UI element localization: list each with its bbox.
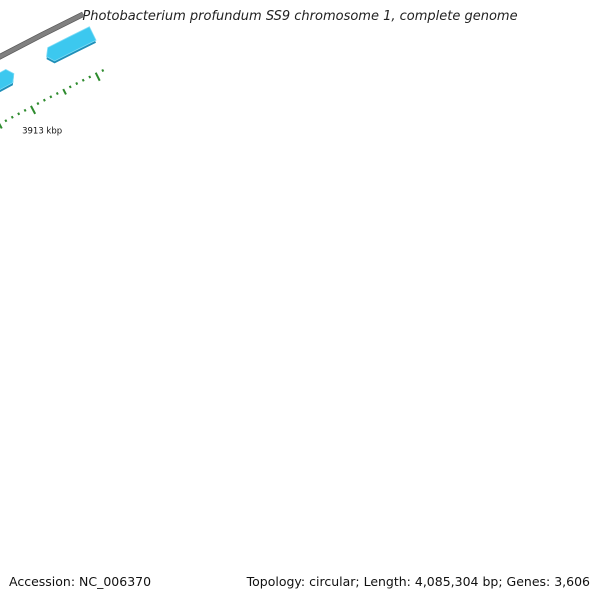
inner-minor-tick <box>17 112 21 116</box>
gene-features <box>0 26 97 191</box>
inner-minor-tick <box>23 108 27 112</box>
inner-minor-tick <box>36 102 40 106</box>
inner-minor-tick <box>75 82 79 86</box>
map-title: Photobacterium profundum SS9 chromosome … <box>82 9 518 24</box>
inner-minor-tick <box>55 91 59 96</box>
inner-major-tick <box>94 72 101 82</box>
inner-minor-tick <box>42 98 46 102</box>
inner-minor-tick <box>88 75 92 79</box>
scale-label: 3913 kbp <box>22 127 62 137</box>
accession-text: Accession: NC_006370 <box>9 574 152 589</box>
inner-major-tick <box>30 105 37 115</box>
inner-minor-tick <box>4 119 8 123</box>
outer-tick-ring <box>0 0 45 397</box>
inner-minor-tick <box>68 85 72 89</box>
scale-labels: 3905 kbp3906 kbp3907 kbp3908 kbp3909 kbp… <box>22 127 62 137</box>
gene-arrow[interactable] <box>46 26 97 62</box>
inner-minor-tick <box>0 123 3 129</box>
gene-arrow[interactable] <box>0 69 15 191</box>
inner-tick-ring <box>0 69 105 129</box>
gene-shadow <box>0 71 14 93</box>
inner-minor-tick <box>101 69 105 73</box>
inner-minor-tick <box>62 88 67 95</box>
inner-minor-tick <box>81 78 85 82</box>
inner-minor-tick <box>10 115 14 119</box>
topology-summary: Topology: circular; Length: 4,085,304 bp… <box>246 574 590 589</box>
inner-minor-tick <box>49 95 53 99</box>
